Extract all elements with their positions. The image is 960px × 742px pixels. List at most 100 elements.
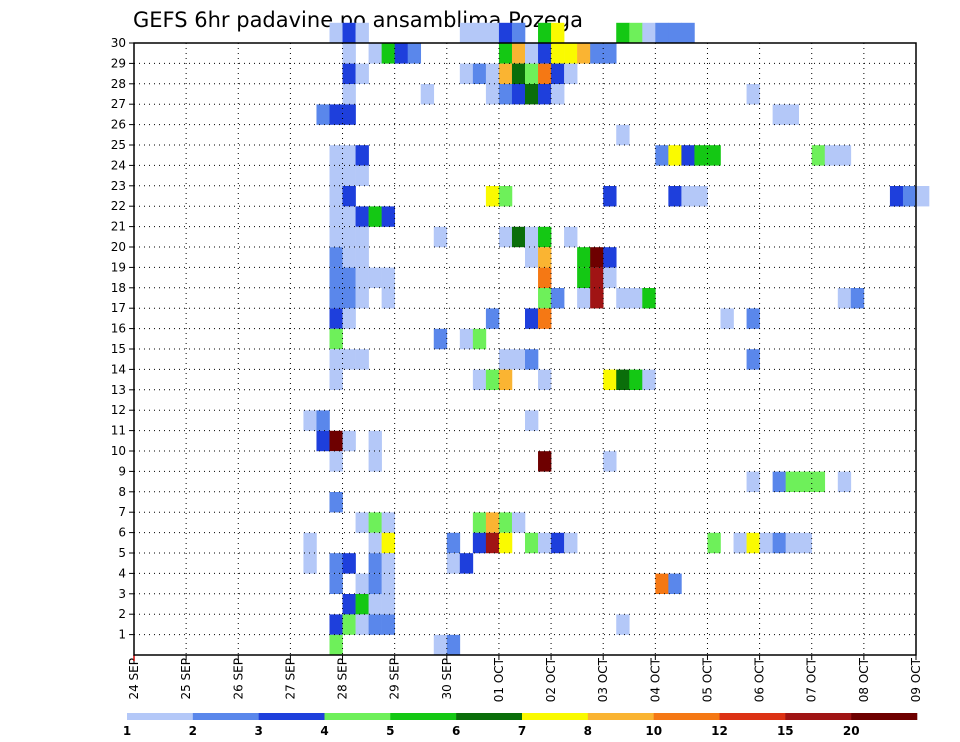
heatmap-cell (668, 186, 682, 207)
heatmap-cell (342, 104, 356, 125)
colorbar-swatch (192, 713, 259, 720)
heatmap-cell (329, 247, 343, 268)
y-tick-label: 11 (111, 424, 126, 438)
heatmap-cell (342, 267, 356, 288)
y-tick-label: 17 (111, 301, 126, 315)
y-tick-label: 24 (111, 158, 126, 172)
heatmap-cell (368, 532, 382, 554)
heatmap-cell (681, 186, 695, 207)
heatmap-cell (355, 63, 369, 84)
heatmap-cell (902, 186, 917, 207)
heatmap-cell (446, 553, 461, 574)
colorbar-swatch (324, 713, 391, 720)
heatmap-cell (394, 43, 408, 64)
heatmap-cell (472, 512, 487, 533)
heatmap-cell (329, 22, 343, 44)
heatmap-cell (342, 430, 356, 452)
heatmap-cell (707, 145, 721, 166)
colorbar-swatch (258, 713, 325, 720)
y-tick-label: 21 (111, 220, 126, 234)
heatmap-cell (355, 573, 369, 594)
colorbar-swatch (522, 713, 589, 720)
heatmap-cell (746, 532, 760, 554)
x-tick-label: 28 SEP (336, 658, 350, 700)
heatmap-cell (472, 63, 487, 84)
heatmap-cell (368, 573, 382, 594)
y-tick-label: 14 (111, 362, 126, 376)
y-tick-label: 2 (118, 607, 126, 621)
y-tick-label: 7 (118, 505, 126, 519)
heatmap-cell (564, 63, 578, 84)
heatmap-cell (342, 165, 356, 186)
heatmap-cell (525, 84, 539, 105)
y-tick-label: 8 (118, 485, 126, 499)
colorbar-label: 15 (777, 724, 794, 738)
heatmap-cell (433, 634, 448, 656)
heatmap-cell (538, 267, 552, 288)
heatmap-cell (564, 43, 578, 64)
heatmap-cell (538, 226, 552, 248)
heatmap-cell (590, 288, 604, 309)
heatmap-cell (355, 22, 369, 44)
heatmap-cell (668, 573, 682, 594)
heatmap-cell (511, 226, 526, 248)
heatmap-cell (538, 369, 552, 390)
heatmap-cell (485, 186, 500, 207)
heatmap-cell (459, 328, 474, 350)
heatmap-cell (485, 84, 500, 105)
colorbar-swatch (127, 713, 194, 720)
heatmap-cell (472, 532, 487, 554)
heatmap-cell (446, 634, 461, 656)
heatmap-cell (342, 84, 356, 105)
y-tick-label: 5 (118, 546, 126, 560)
heatmap-cell (498, 186, 513, 207)
heatmap-cell (316, 104, 330, 125)
heatmap-cell (368, 267, 382, 288)
heatmap-cell (485, 308, 500, 329)
heatmap-cell (316, 430, 330, 452)
heatmap-cell (668, 22, 682, 44)
heatmap-cell (590, 43, 604, 64)
plot-frame (133, 42, 917, 656)
heatmap-cell (525, 532, 539, 554)
heatmap-cell (329, 573, 343, 594)
heatmap-cell (381, 206, 395, 227)
heatmap-cell (642, 22, 656, 44)
y-tick-label: 30 (111, 36, 126, 50)
heatmap-cell (381, 573, 395, 594)
heatmap-cell (498, 532, 513, 554)
heatmap-cell (603, 451, 617, 472)
x-tick-label: 04 OCT (648, 657, 662, 702)
heatmap-cell (916, 186, 930, 207)
heatmap-cell (577, 267, 591, 288)
y-tick-label: 12 (111, 403, 126, 417)
heatmap-cell (603, 369, 617, 390)
colorbar-label: 5 (386, 724, 394, 738)
colorbar-label: 3 (255, 724, 263, 738)
heatmap-cell (329, 328, 343, 350)
colorbar-label: 7 (518, 724, 526, 738)
heatmap-cell (485, 63, 500, 84)
heatmap-cell (746, 471, 760, 492)
heatmap-cell (342, 186, 356, 207)
heatmap-cell (616, 288, 630, 309)
heatmap-cell (342, 594, 356, 615)
y-tick-label: 19 (111, 260, 126, 274)
heatmap-cell (485, 532, 500, 554)
y-tick-label: 26 (111, 118, 126, 132)
heatmap-cell (472, 328, 487, 350)
heatmap-cell (538, 43, 552, 64)
colorbar-label: 4 (320, 724, 328, 738)
heatmap-cell (746, 349, 760, 370)
heatmap-cell (642, 288, 656, 309)
heatmap-cell (538, 532, 552, 554)
heatmap-cell (772, 104, 786, 125)
y-tick-label: 4 (118, 566, 126, 580)
heatmap-cell (342, 308, 356, 329)
x-tick-label: 05 OCT (701, 657, 715, 702)
heatmap-cell (811, 145, 826, 166)
heatmap-cell (538, 247, 552, 268)
heatmap-cell (538, 451, 552, 472)
heatmap-cell (511, 349, 526, 370)
heatmap-cell (772, 471, 786, 492)
